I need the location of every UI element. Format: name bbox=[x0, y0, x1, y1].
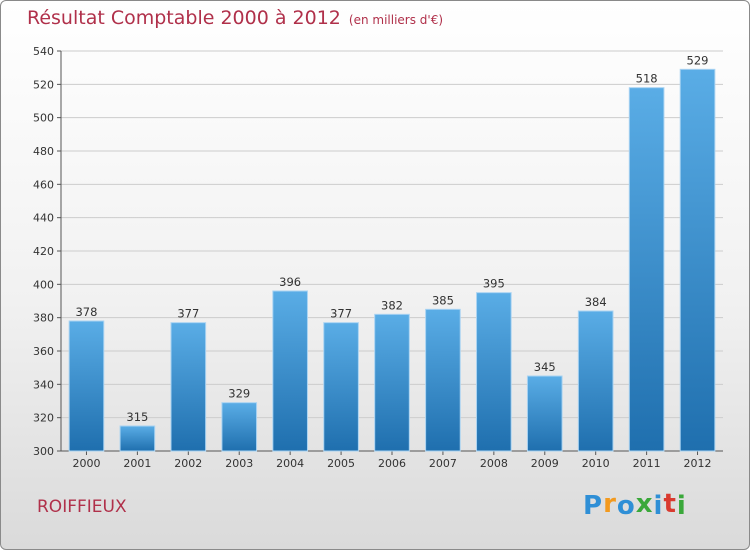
bar-2000 bbox=[68, 320, 105, 452]
bar-2002 bbox=[170, 322, 207, 452]
bar-2010 bbox=[577, 310, 614, 452]
y-tick-label: 540 bbox=[33, 45, 54, 58]
x-tick-label-2004: 2004 bbox=[276, 457, 304, 470]
y-tick-label: 480 bbox=[33, 145, 54, 158]
value-labels: 378 315 377 329 396 377 382 385 395 345 384 518 529 bbox=[75, 53, 708, 424]
chart-title: Résultat Comptable 2000 à 2012 (en millie… bbox=[27, 7, 443, 29]
y-tick-label: 520 bbox=[33, 78, 54, 91]
y-tick-label: 340 bbox=[33, 378, 54, 391]
x-tick-label-2003: 2003 bbox=[225, 457, 253, 470]
logo-letter: r bbox=[603, 489, 617, 519]
logo-letter: P bbox=[583, 491, 604, 521]
x-tick-label-2005: 2005 bbox=[327, 457, 355, 470]
x-tick-label-2007: 2007 bbox=[429, 457, 457, 470]
proxiti-logo[interactable]: Proxiti bbox=[583, 489, 687, 521]
y-tick-label: 300 bbox=[33, 445, 54, 458]
y-tick-label: 500 bbox=[33, 112, 54, 125]
y-tick-label: 440 bbox=[33, 212, 54, 225]
y-tick-label: 420 bbox=[33, 245, 54, 258]
bar-2001 bbox=[119, 425, 156, 452]
bar-2005 bbox=[323, 322, 359, 452]
logo-letter: i bbox=[653, 491, 664, 521]
value-label-2008: 395 bbox=[483, 277, 505, 291]
y-tick-label: 380 bbox=[33, 312, 54, 325]
y-tick-label: 460 bbox=[33, 178, 54, 191]
value-label-2005: 377 bbox=[330, 307, 352, 321]
logo-letter: i bbox=[676, 491, 687, 521]
x-tick-label-2006: 2006 bbox=[378, 457, 406, 470]
x-tick-label-2011: 2011 bbox=[633, 457, 661, 470]
value-label-2001: 315 bbox=[126, 410, 148, 424]
bar-2003 bbox=[221, 402, 258, 452]
value-label-2006: 382 bbox=[381, 298, 403, 312]
x-tick-label-2002: 2002 bbox=[174, 457, 202, 470]
value-label-2007: 385 bbox=[432, 293, 454, 307]
value-label-2009: 345 bbox=[534, 360, 556, 374]
y-tick-label: 320 bbox=[33, 412, 54, 425]
bars bbox=[68, 68, 716, 452]
bar-2004 bbox=[272, 290, 308, 452]
bar-2008 bbox=[476, 292, 512, 452]
x-tick-label-2008: 2008 bbox=[480, 457, 508, 470]
chart-subtitle: (en milliers d'€) bbox=[348, 13, 444, 27]
axes: 300 320 340 360 380 400 420 440 460 480 500 520 540 2… bbox=[33, 45, 723, 470]
x-tick-label-2009: 2009 bbox=[531, 457, 559, 470]
logo-letter: o bbox=[616, 491, 636, 521]
bar-2011 bbox=[628, 87, 665, 452]
value-label-2010: 384 bbox=[585, 295, 607, 309]
value-label-2000: 378 bbox=[75, 305, 97, 319]
x-tick-label-2010: 2010 bbox=[582, 457, 610, 470]
logo-letter: x bbox=[635, 489, 654, 519]
chart-title-text: Résultat Comptable 2000 à 2012 bbox=[27, 7, 341, 29]
y-tick-label: 400 bbox=[33, 278, 54, 291]
bar-2009 bbox=[526, 375, 563, 452]
bar-2007 bbox=[425, 308, 461, 452]
value-label-2004: 396 bbox=[279, 275, 301, 289]
value-label-2012: 529 bbox=[687, 53, 709, 67]
y-tick-label: 360 bbox=[33, 345, 54, 358]
value-label-2011: 518 bbox=[636, 72, 658, 86]
place-name: ROIFFIEUX bbox=[37, 497, 127, 517]
value-label-2002: 377 bbox=[177, 307, 199, 321]
value-label-2003: 329 bbox=[228, 387, 250, 401]
x-tick-label-2012: 2012 bbox=[684, 457, 712, 470]
x-tick-label-2001: 2001 bbox=[123, 457, 151, 470]
logo-letter: t bbox=[663, 489, 677, 519]
x-tick-label-2000: 2000 bbox=[72, 457, 100, 470]
bar-2006 bbox=[374, 313, 410, 452]
bar-2012 bbox=[679, 68, 716, 452]
